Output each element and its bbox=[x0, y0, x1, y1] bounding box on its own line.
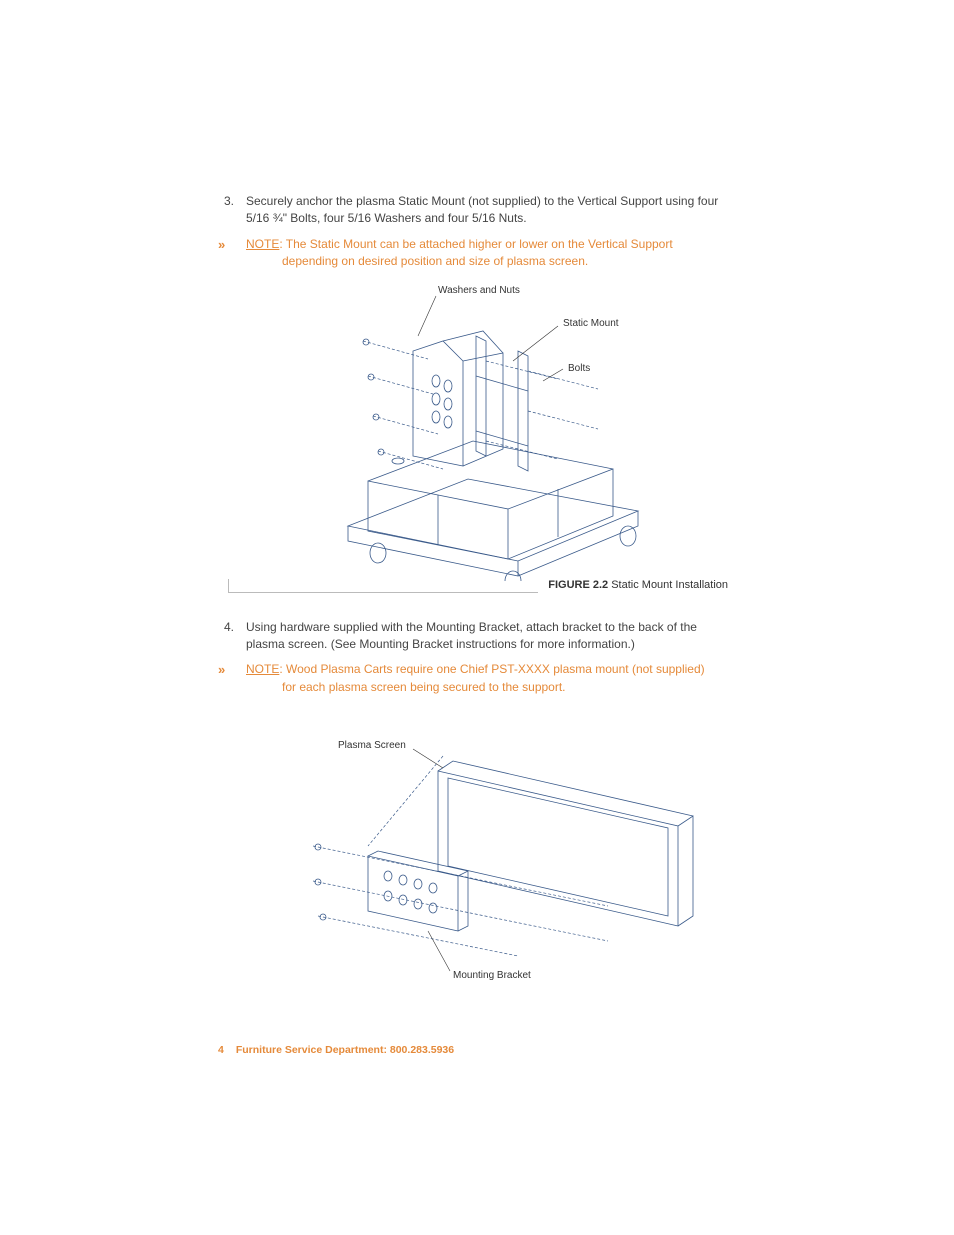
label-bolts: Bolts bbox=[568, 363, 590, 374]
label-static-mount: Static Mount bbox=[563, 318, 619, 329]
footer-text: Furniture Service Department: 800.283.59… bbox=[236, 1044, 454, 1056]
note-1-label: NOTE bbox=[246, 237, 279, 251]
step-4: 4. Using hardware supplied with the Moun… bbox=[218, 619, 728, 654]
note-2-label: NOTE bbox=[246, 662, 279, 676]
label-washers: Washers and Nuts bbox=[438, 285, 520, 296]
figure-2-2: Washers and Nuts Static Mount Bolts FIGU… bbox=[218, 281, 728, 591]
note-1: » NOTE: The Static Mount can be attached… bbox=[218, 236, 728, 271]
label-plasma-screen: Plasma Screen bbox=[338, 740, 406, 751]
note-2-first: : Wood Plasma Carts require one Chief PS… bbox=[279, 662, 704, 676]
step-3-number: 3. bbox=[218, 193, 246, 228]
note-arrows-icon-2: » bbox=[218, 661, 246, 696]
step-4-text: Using hardware supplied with the Mountin… bbox=[246, 619, 728, 654]
note-2-body: NOTE: Wood Plasma Carts require one Chie… bbox=[246, 661, 728, 696]
figure-bracket: Plasma Screen Mounting Bracket bbox=[218, 716, 728, 1006]
step-3: 3. Securely anchor the plasma Static Mou… bbox=[218, 193, 728, 228]
note-arrows-icon: » bbox=[218, 236, 246, 271]
note-1-body: NOTE: The Static Mount can be attached h… bbox=[246, 236, 728, 271]
page-footer: 4 Furniture Service Department: 800.283.5… bbox=[218, 1044, 454, 1056]
note-1-rest: depending on desired position and size o… bbox=[246, 253, 728, 270]
figure-2-2-caption: FIGURE 2.2 Static Mount Installation bbox=[548, 579, 728, 591]
label-mounting-bracket: Mounting Bracket bbox=[453, 970, 531, 981]
figure-bracket-svg: Plasma Screen Mounting Bracket bbox=[218, 716, 728, 1006]
figure-rule bbox=[228, 579, 538, 593]
figure-2-2-bold: FIGURE 2.2 bbox=[548, 579, 608, 591]
note-1-first: : The Static Mount can be attached highe… bbox=[279, 237, 672, 251]
note-2: » NOTE: Wood Plasma Carts require one Ch… bbox=[218, 661, 728, 696]
step-4-number: 4. bbox=[218, 619, 246, 654]
page-number: 4 bbox=[218, 1044, 224, 1056]
figure-2-2-text: Static Mount Installation bbox=[608, 579, 728, 591]
figure-2-2-svg: Washers and Nuts Static Mount Bolts bbox=[218, 281, 728, 581]
step-3-text: Securely anchor the plasma Static Mount … bbox=[246, 193, 728, 228]
note-2-rest: for each plasma screen being secured to … bbox=[246, 679, 728, 696]
